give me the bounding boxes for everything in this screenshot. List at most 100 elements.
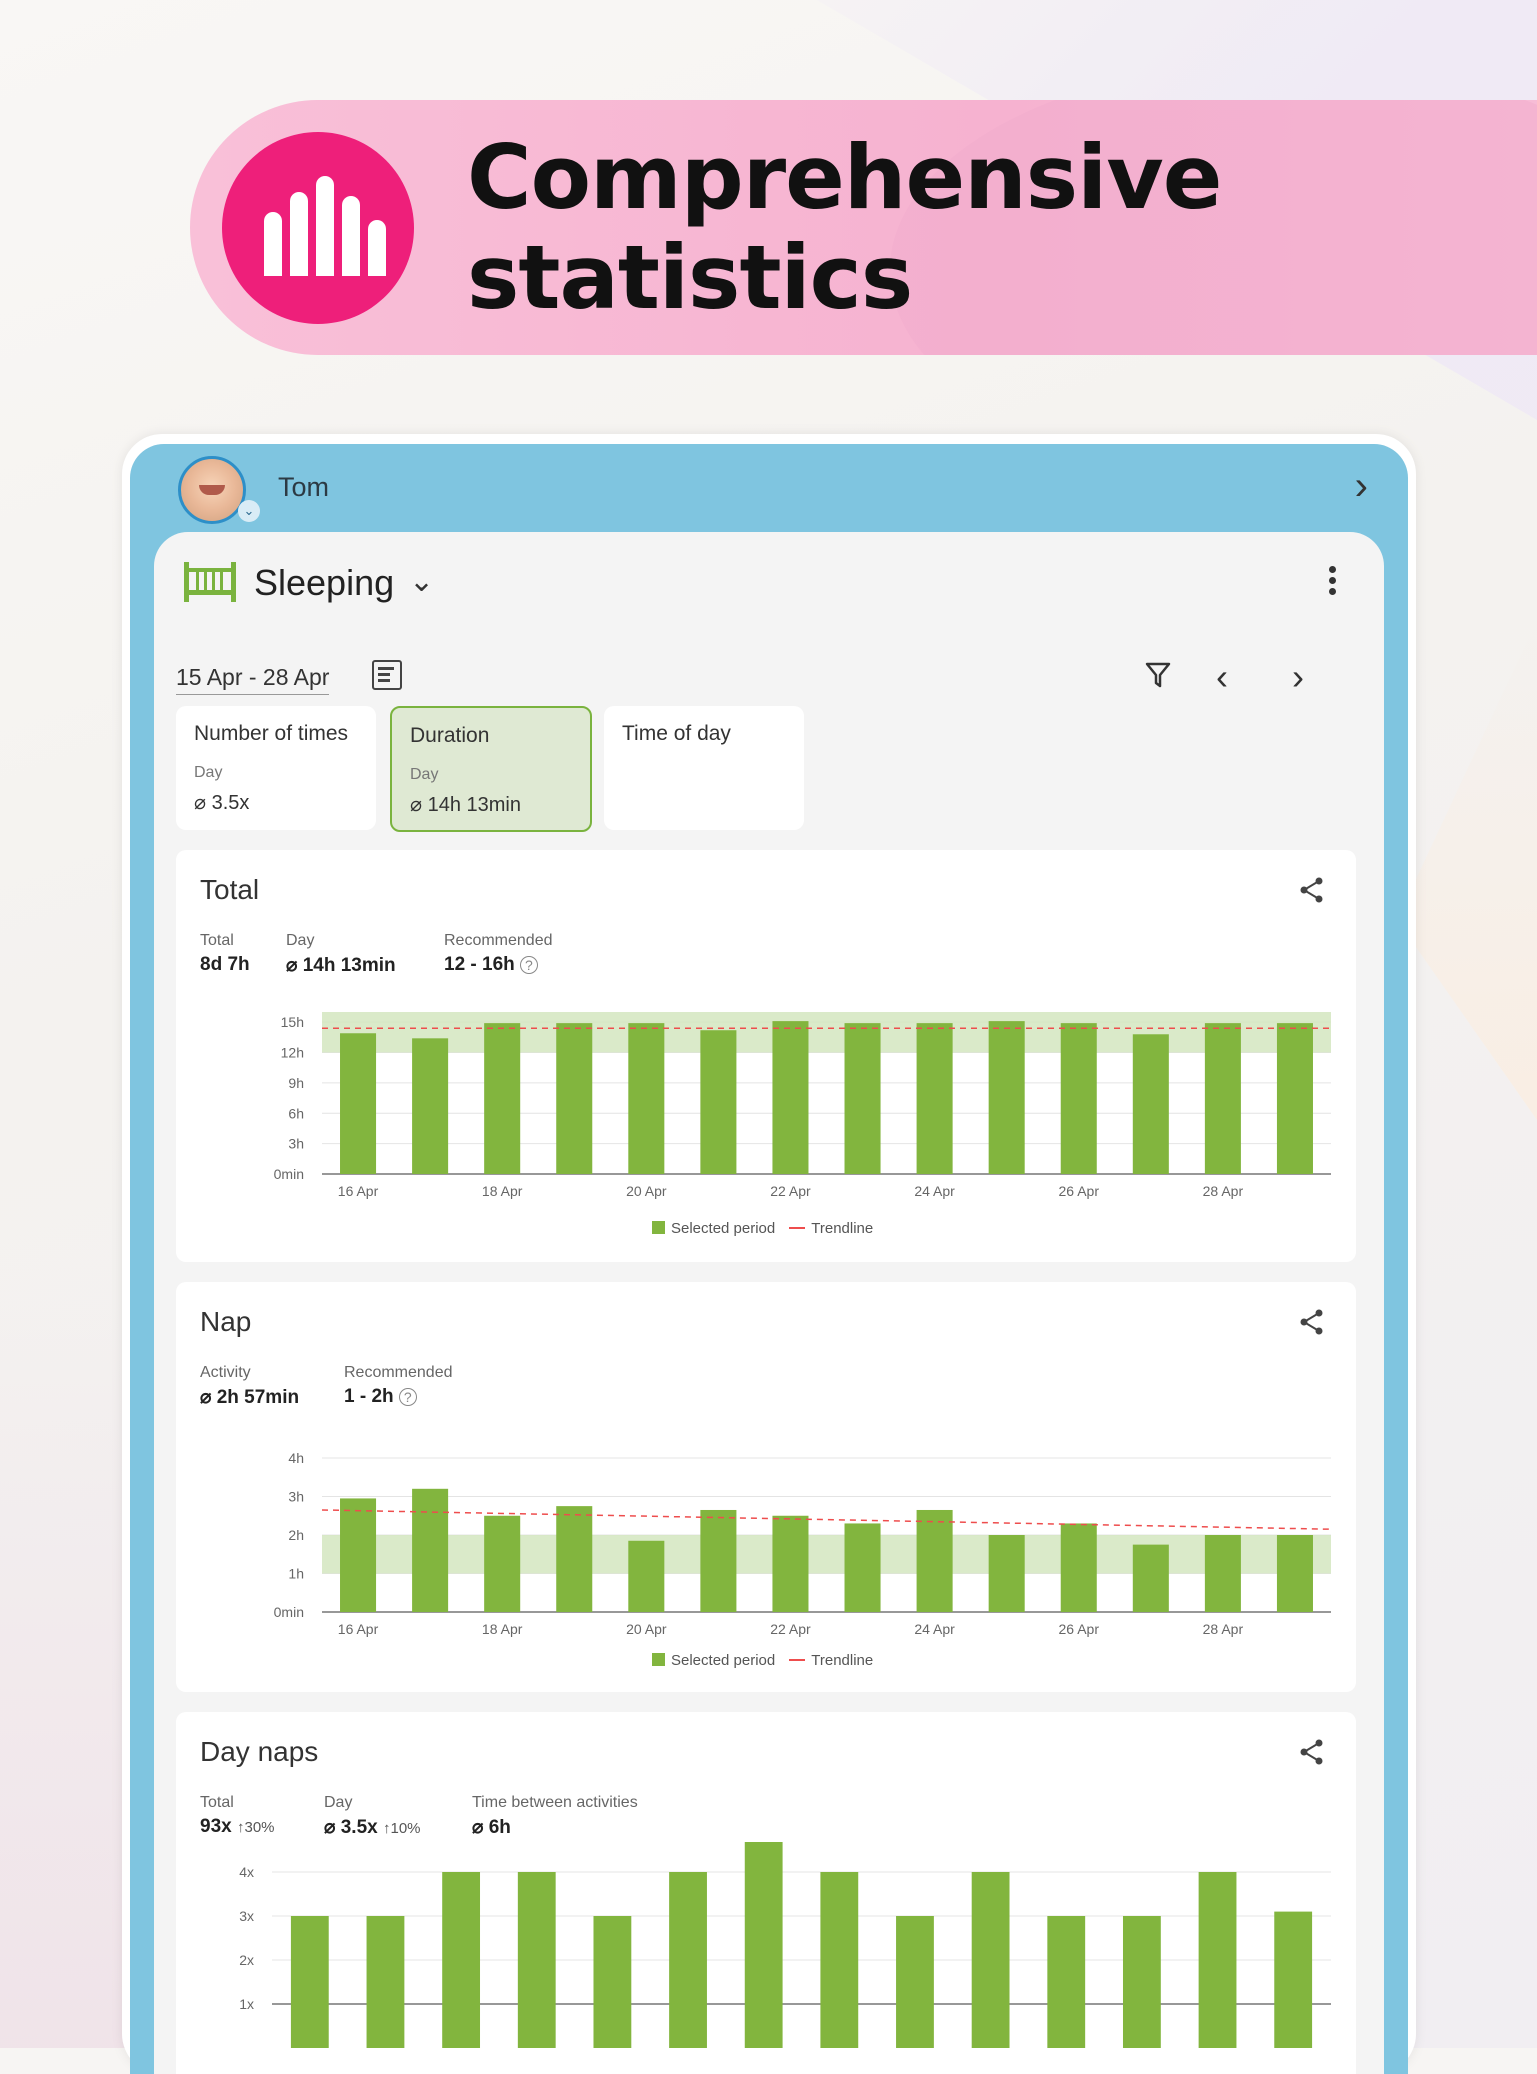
y-tick-label: 4h [288, 1450, 304, 1466]
bar [340, 1033, 377, 1174]
bar [1132, 1544, 1169, 1612]
share-icon[interactable] [1298, 876, 1326, 904]
y-tick-label: 15h [281, 1014, 304, 1030]
bar [971, 1872, 1010, 2048]
promo-banner: Comprehensive statistics [190, 100, 1537, 355]
share-icon[interactable] [1298, 1738, 1326, 1766]
y-tick-label: 9h [288, 1075, 304, 1091]
stat-change: ↑10% [382, 1820, 421, 1837]
chart-day-naps: 1x2x3x4x5x [239, 1842, 1331, 2048]
bar [628, 1540, 665, 1612]
legend-selected: Selected period [671, 1652, 776, 1669]
chart-total: 0min 3h 6h 9h 12h 15h 16 Apr 18 Apr 20 Apr 22 Apr… [274, 1012, 1331, 1199]
bar [669, 1872, 707, 2048]
tile-number-of-times[interactable]: Number of times Day ⌀ 3.5x [176, 706, 376, 830]
y-tick-label: 1x [239, 1996, 254, 2012]
bar [988, 1535, 1025, 1612]
trendline [321, 1509, 1332, 1530]
filter-icon[interactable] [1144, 660, 1172, 690]
bar [340, 1498, 377, 1612]
bar [1122, 1916, 1161, 2048]
x-tick-label: 26 Apr [1059, 1621, 1100, 1637]
tile-duration[interactable]: Duration Day ⌀ 14h 13min [390, 706, 592, 832]
legend: Selected period Trendline [652, 1220, 873, 1237]
date-range[interactable]: 15 Apr - 28 Apr [176, 664, 330, 695]
chevron-down-icon[interactable]: ⌄ [409, 565, 435, 598]
recommended-band [322, 1012, 1331, 1053]
bar [700, 1030, 737, 1174]
bar [916, 1509, 953, 1612]
chevron-right-icon[interactable]: › [1292, 656, 1304, 697]
user-name[interactable]: Tom [278, 472, 330, 502]
stat-change: ↑30% [236, 1819, 275, 1836]
stat-label: Day [286, 932, 315, 949]
x-tick-label: 24 Apr [914, 1621, 955, 1637]
bar [484, 1515, 521, 1612]
stat-value: 93x ↑30% [200, 1816, 275, 1838]
bar [517, 1872, 556, 2048]
bar [1060, 1023, 1097, 1174]
y-tick-label: 0min [274, 1604, 304, 1620]
stat-label: Recommended [344, 1364, 453, 1381]
stat-value: 1 - 2h ? [344, 1386, 417, 1408]
section-title[interactable]: Sleeping [254, 562, 395, 603]
y-tick-label: 2h [288, 1527, 304, 1543]
bar [593, 1916, 632, 2048]
chevron-left-icon[interactable]: ‹ [1216, 656, 1228, 697]
bar [1198, 1872, 1237, 2048]
avatar[interactable] [178, 456, 246, 524]
stat-value-text: 12 - 16h [444, 954, 515, 975]
y-tick-label: 4x [239, 1864, 254, 1880]
bar [1132, 1034, 1169, 1174]
bar [412, 1038, 449, 1174]
bar [1047, 1916, 1086, 2048]
legend-trend-swatch [789, 1227, 806, 1229]
bar [772, 1021, 809, 1174]
x-tick-label: 24 Apr [914, 1183, 955, 1199]
top-bar: ⌄ Tom › [130, 444, 1408, 532]
tile-sub: Day [194, 764, 223, 781]
bar [442, 1872, 481, 2048]
bar [700, 1509, 737, 1612]
legend-trend: Trendline [811, 1220, 874, 1237]
stat-label: Time between activities [472, 1794, 638, 1811]
help-icon[interactable]: ? [520, 956, 538, 974]
calendar-icon[interactable] [372, 660, 402, 690]
bar [844, 1023, 881, 1174]
help-icon[interactable]: ? [398, 1388, 417, 1406]
chevron-right-icon[interactable]: › [1354, 464, 1368, 508]
y-tick-label: 1h [288, 1566, 304, 1582]
y-tick-label: 2x [239, 1952, 254, 1968]
share-icon[interactable] [1298, 1308, 1326, 1336]
bar [1204, 1023, 1241, 1174]
stat-value: 8d 7h [200, 954, 250, 975]
x-tick-label: 22 Apr [770, 1621, 811, 1637]
banner-title: Comprehensive statistics [467, 128, 1222, 328]
x-tick-label: 16 Apr [338, 1183, 379, 1199]
banner-wave [890, 100, 1537, 355]
bar [1276, 1023, 1313, 1174]
bar [366, 1916, 405, 2048]
card-total: Total Total 8d 7h Day ⌀ 14h 13min Recomm… [176, 850, 1356, 1262]
x-tick-label: 20 Apr [626, 1183, 667, 1199]
x-tick-label: 16 Apr [338, 1621, 379, 1637]
y-tick-label: 0min [274, 1166, 304, 1182]
tile-time-of-day[interactable]: Time of day [604, 706, 804, 830]
chart-nap: 0min 1h 2h 3h 4h 16 Apr 18 Apr 20 Apr 22 Apr 24 A… [274, 1450, 1332, 1637]
card-title: Total [200, 874, 260, 905]
bar [556, 1023, 593, 1174]
bar-chart-icon [222, 132, 414, 324]
bar [1276, 1535, 1313, 1612]
bar [628, 1023, 665, 1174]
stat-value: ⌀ 3.5x ↑10% [324, 1816, 421, 1839]
stat-label: Activity [200, 1364, 251, 1381]
recommended-band [322, 1535, 1331, 1574]
stat-label: Recommended [444, 932, 553, 949]
stat-value-text: 93x [200, 1816, 232, 1837]
bar [744, 1842, 783, 2048]
tile-label: Number of times [194, 722, 349, 745]
more-options-icon[interactable] [1329, 562, 1336, 599]
bar [772, 1515, 809, 1612]
chevron-down-icon[interactable]: ⌄ [238, 500, 260, 522]
y-tick-label: 3h [288, 1489, 304, 1505]
